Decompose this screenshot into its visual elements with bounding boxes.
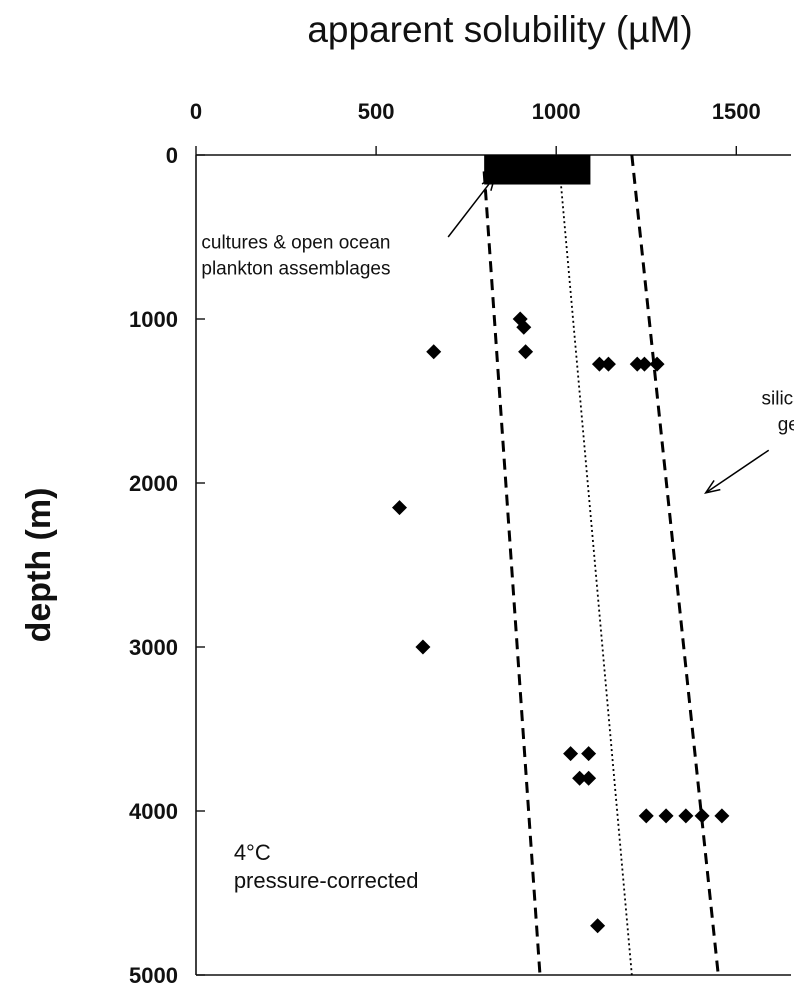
annotation-arrow-head-1 (704, 480, 721, 494)
x-tick-label: 1000 (532, 99, 581, 124)
data-point (518, 344, 534, 360)
x-tick-label: 1500 (712, 99, 761, 124)
data-point (415, 639, 431, 655)
data-point (714, 808, 730, 824)
data-point (636, 356, 652, 372)
data-point (516, 319, 532, 335)
chart-title: apparent solubility (µM) (307, 9, 692, 50)
data-point (678, 808, 694, 824)
labels: 0 500 1000 1500 0 1000 2000 3000 4000 5000 apparen… (20, 9, 794, 988)
data-point (563, 746, 579, 762)
data-point (392, 500, 408, 516)
annotation-text: 4°C (234, 840, 271, 865)
dashed-line-0 (482, 171, 542, 976)
annotation-text: silica (762, 388, 794, 409)
data-point (590, 918, 606, 934)
y-tick-label: 0 (166, 143, 178, 168)
y-tick-label: 2000 (129, 471, 178, 496)
x-tick-label: 0 (190, 99, 202, 124)
data-point (600, 356, 616, 372)
data-point (591, 356, 607, 372)
marks (392, 154, 770, 976)
dotted-line-1 (558, 171, 633, 976)
annotation-text: cultures & open ocean (201, 232, 390, 253)
dashed-line-2 (630, 154, 720, 976)
annotation-arrow-head-0 (481, 174, 497, 191)
data-point (581, 770, 597, 786)
y-tick-label: 3000 (129, 635, 178, 660)
y-tick-label: 1000 (129, 307, 178, 332)
x-tick-label: 500 (358, 99, 395, 124)
annotation-text: pressure-corrected (234, 868, 419, 893)
data-point (581, 746, 597, 762)
data-point (572, 770, 588, 786)
y-tick-label: 4000 (129, 799, 178, 824)
data-point (638, 808, 654, 824)
data-point (694, 808, 710, 824)
annotation-arrow-line-1 (705, 449, 770, 494)
annotation-arrow-line-0 (447, 175, 496, 238)
solubility-bar (484, 155, 591, 185)
data-point (658, 808, 674, 824)
data-point (426, 344, 442, 360)
y-axis-label: depth (m) (20, 488, 58, 643)
y-tick-label: 5000 (129, 963, 178, 988)
annotation-text: gel (778, 415, 794, 436)
data-point (649, 356, 665, 372)
annotation-text: plankton assemblages (201, 259, 390, 280)
